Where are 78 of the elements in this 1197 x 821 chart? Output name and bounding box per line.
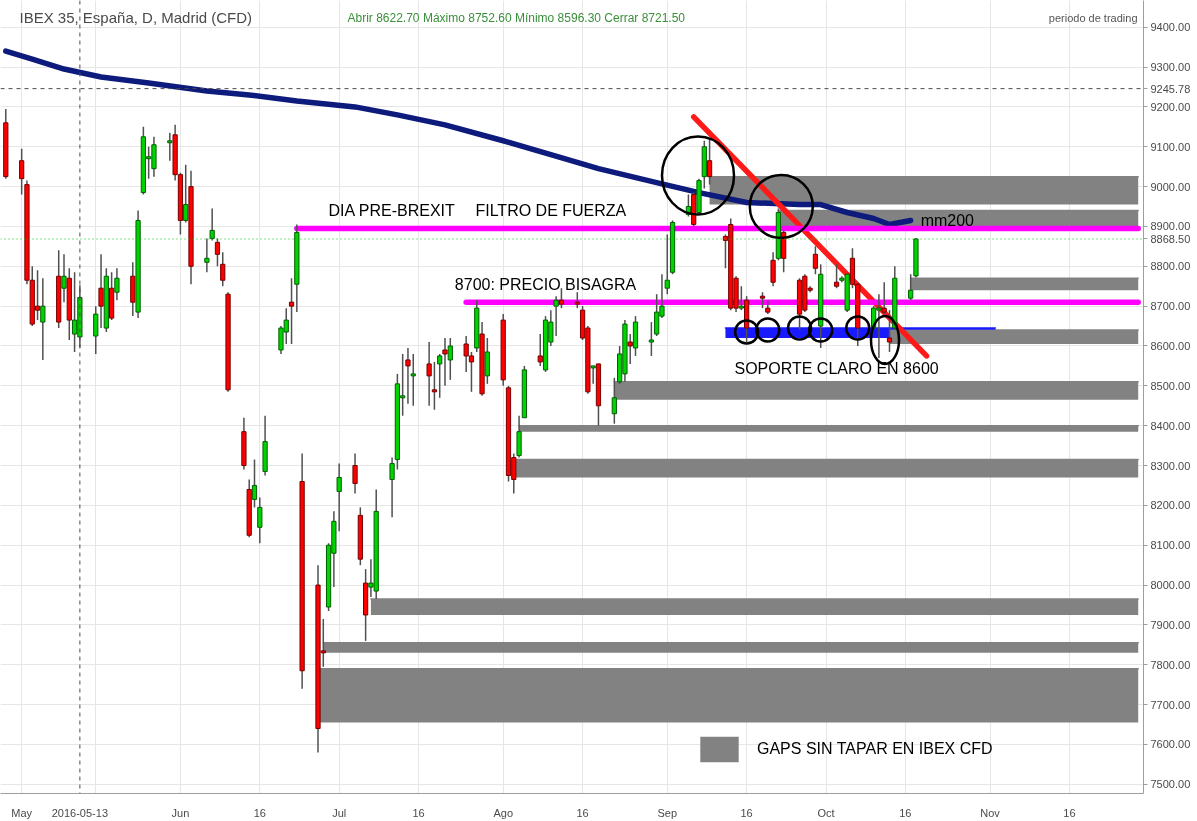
y-tick-label: 9100.00 xyxy=(1150,140,1191,153)
x-tick-label: Oct xyxy=(817,806,835,819)
ref-line-label: 2016-05-13 xyxy=(51,806,109,819)
candlestick xyxy=(288,277,295,345)
x-tick-label: 16 xyxy=(412,806,425,819)
y-tick-label: 8600.00 xyxy=(1150,339,1191,352)
candlestick xyxy=(812,245,819,276)
annotation: 8700: PRECIO BISAGRA xyxy=(454,276,637,294)
candlestick xyxy=(706,138,713,186)
candlestick xyxy=(61,253,67,303)
ref-line-label: 9245.78 xyxy=(1150,82,1191,95)
candlestick xyxy=(590,365,596,385)
candlestick xyxy=(447,337,453,381)
candlestick xyxy=(19,147,25,196)
y-tick-label: 8400.00 xyxy=(1150,419,1191,432)
candlestick xyxy=(114,267,120,301)
y-tick-label: 8300.00 xyxy=(1150,459,1191,472)
candlestick xyxy=(537,333,543,367)
candlestick xyxy=(886,309,893,353)
y-tick-label: 9300.00 xyxy=(1150,61,1191,74)
text: IBEX 35, España, D, Madrid (CFD) xyxy=(19,9,253,26)
candlestick xyxy=(214,237,221,268)
candlestick xyxy=(627,333,633,365)
x-tick-label: 16 xyxy=(899,806,912,819)
candlestick xyxy=(431,361,438,411)
y-tick-label: 8100.00 xyxy=(1150,539,1191,552)
x-tick-label: 16 xyxy=(253,806,266,819)
candlestick xyxy=(611,377,617,425)
y-tick-label: 9400.00 xyxy=(1150,21,1191,34)
text: Abrir 8622.70 Máximo 8752.60 Mínimo 8596.30 Cerrar 8721.50 xyxy=(347,10,686,25)
candlestick xyxy=(405,347,411,405)
candlestick xyxy=(40,277,46,361)
candlestick xyxy=(484,337,490,385)
candlestick xyxy=(908,273,914,301)
candlestick xyxy=(558,287,565,309)
candlestick xyxy=(167,132,173,162)
annotation: DIA PRE-BREXIT xyxy=(328,202,455,220)
y-tick-label: 9000.00 xyxy=(1150,180,1191,193)
candlestick xyxy=(220,251,226,287)
x-tick-label: Ago xyxy=(493,806,513,819)
candlestick xyxy=(183,163,189,224)
candlestick xyxy=(257,496,263,544)
candlestick xyxy=(352,452,358,495)
candlestick xyxy=(833,263,840,289)
y-tick-label: 7600.00 xyxy=(1150,738,1191,751)
ref-line-label: 8868.50 xyxy=(1150,233,1191,245)
y-tick-label: 7900.00 xyxy=(1150,618,1191,631)
y-tick-label: 8000.00 xyxy=(1150,579,1191,592)
candlestick xyxy=(389,456,395,519)
annotation: FILTRO DE FUERZA xyxy=(475,202,627,220)
y-tick-label: 7500.00 xyxy=(1150,778,1191,791)
y-tick-label: 8700.00 xyxy=(1150,300,1191,313)
x-tick-label: Nov xyxy=(980,806,1001,819)
x-tick-label: 16 xyxy=(576,806,589,819)
x-tick-label: 16 xyxy=(740,806,753,819)
candlestick xyxy=(437,353,443,399)
y-tick-label: 8500.00 xyxy=(1150,379,1191,392)
y-tick-label: 7800.00 xyxy=(1150,658,1191,671)
x-tick-label: Sep xyxy=(657,806,678,819)
candlestick xyxy=(98,253,104,329)
y-tick-label: 8800.00 xyxy=(1150,260,1191,273)
y-tick-label: 9200.00 xyxy=(1150,100,1191,113)
candlestick xyxy=(251,458,258,509)
x-tick-label: 16 xyxy=(1063,806,1076,819)
candlestick xyxy=(442,337,448,387)
y-tick-label: 8200.00 xyxy=(1150,499,1191,512)
candlestick xyxy=(426,341,432,407)
candlestick xyxy=(738,285,744,311)
y-tick-label: 7700.00 xyxy=(1150,698,1191,711)
x-tick-label: Jul xyxy=(332,806,347,819)
series-label: mm200 xyxy=(920,211,975,229)
x-tick-label: Jun xyxy=(171,806,190,819)
legend-label: GAPS SIN TAPAR EN IBEX CFD xyxy=(757,740,993,758)
candlestick xyxy=(648,321,654,357)
candlestick xyxy=(770,251,776,287)
x-tick-label: May xyxy=(11,806,33,819)
annotation: periodo de trading xyxy=(1048,11,1138,24)
y-tick-label: 8900.00 xyxy=(1150,220,1191,233)
